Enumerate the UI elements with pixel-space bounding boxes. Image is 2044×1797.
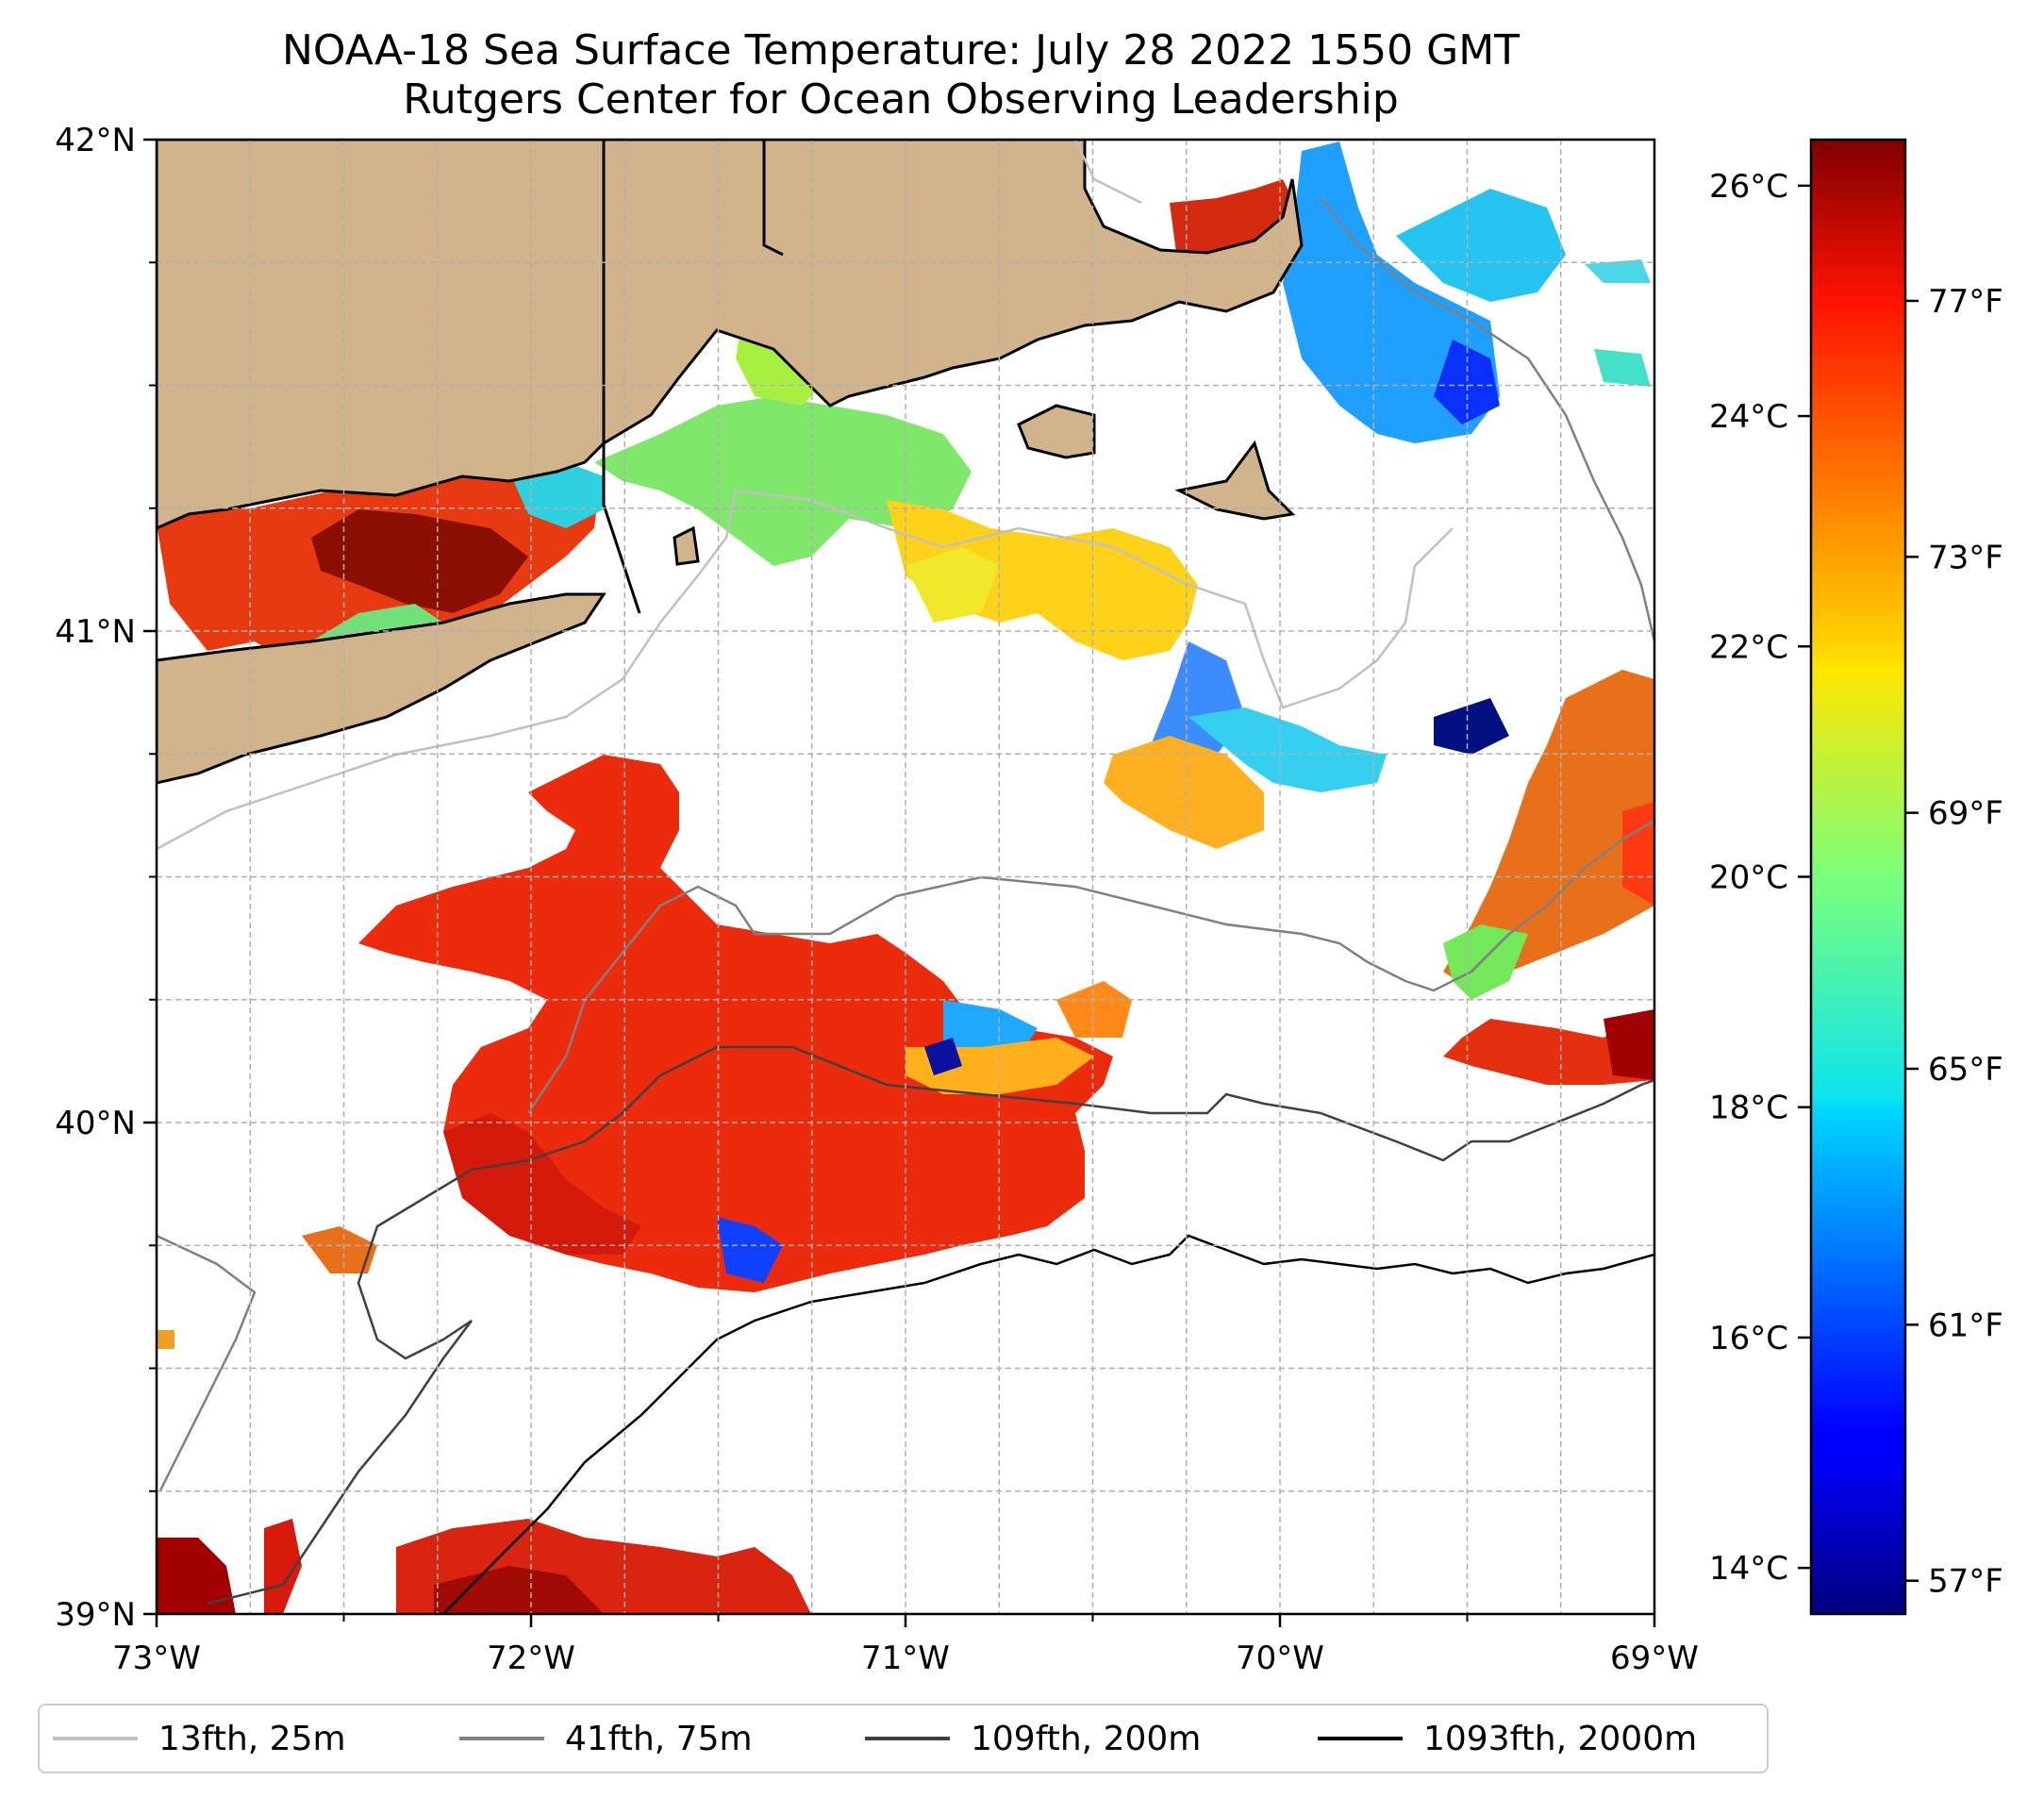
state-border (602, 140, 641, 614)
colorbar-fahrenheit-label: 69°F (1928, 795, 2003, 833)
sst-patch (311, 509, 528, 613)
x-tick-label: 71°W (861, 1639, 950, 1677)
map-subtitle: Rutgers Center for Ocean Observing Leade… (403, 75, 1399, 124)
land-block-island (673, 525, 700, 566)
contour-2000m (442, 1234, 1654, 1614)
sst-patch (264, 1519, 302, 1614)
sst-patch (717, 1217, 783, 1283)
sst-patch (1104, 736, 1264, 849)
x-tick-label: 69°W (1610, 1639, 1699, 1677)
sst-patch (302, 1226, 377, 1273)
sst-patch (443, 1113, 641, 1255)
bathymetry-legend: 13fth, 25m 41fth, 75m 109fth, 200m 1093fth,… (38, 1704, 1769, 1773)
contour-200m (207, 1045, 1654, 1606)
land-long-island (157, 592, 607, 785)
sst-patch (157, 1330, 174, 1349)
legend-line-swatch (459, 1737, 544, 1740)
sst-patch (924, 1038, 962, 1075)
bathymetry-layer (157, 140, 1654, 1614)
colorbar-celsius-label: 22°C (1709, 628, 1788, 666)
legend-label: 13fth, 25m (158, 1719, 346, 1758)
sst-map-figure: 73°W 72°W 71°W 70°W 69°W 42°N 41°N 40°N 39°N 14… (55, 122, 2003, 1677)
y-tick-label: 40°N (55, 1105, 136, 1142)
contour-75m (157, 1234, 257, 1491)
colorbar-celsius-label: 14°C (1709, 1550, 1788, 1588)
sst-patch (1443, 924, 1528, 1000)
sst-patch (157, 1538, 236, 1614)
colorbar-fahrenheit-label: 61°F (1928, 1306, 2003, 1344)
legend-label: 1093fth, 2000m (1423, 1719, 1698, 1758)
x-tick-label: 70°W (1236, 1639, 1324, 1677)
sst-patch (1604, 1009, 1654, 1080)
legend-item: 1093fth, 2000m (1318, 1705, 1697, 1772)
legend-line-swatch (1318, 1737, 1403, 1740)
y-tick-label: 39°N (55, 1596, 136, 1634)
sst-patch (1434, 698, 1509, 755)
sst-patch (1585, 259, 1651, 283)
legend-item: 41fth, 75m (459, 1705, 753, 1772)
land-mainland (157, 140, 1304, 530)
sst-patch (1396, 189, 1566, 302)
x-tick-label: 73°W (112, 1639, 201, 1677)
colorbar-celsius-label: 20°C (1709, 859, 1788, 897)
legend-label: 41fth, 75m (565, 1719, 753, 1758)
colorbar-celsius-label: 24°C (1709, 398, 1788, 436)
colorbar-celsius-label: 26°C (1709, 168, 1788, 206)
y-axis: 42°N 41°N 40°N 39°N (55, 122, 157, 1634)
colorbar-fahrenheit-label: 73°F (1928, 539, 2003, 576)
legend-line-swatch (53, 1737, 138, 1740)
legend-label: 109fth, 200m (971, 1719, 1202, 1758)
contour-75m (526, 819, 1654, 1114)
contour-25m (157, 489, 1454, 851)
y-tick-label: 41°N (55, 613, 136, 651)
x-tick-label: 72°W (487, 1639, 575, 1677)
colorbar-celsius-label: 18°C (1709, 1090, 1788, 1127)
colorbar-celsius-axis: 14°C 16°C 18°C 20°C 22°C 24°C 26°C (1709, 168, 1811, 1588)
sst-patch (1056, 981, 1132, 1038)
contour-25m (1073, 140, 1142, 205)
sst-patch (1443, 1009, 1654, 1085)
colorbar-fahrenheit-label: 65°F (1928, 1051, 2003, 1089)
colorbar-celsius-label: 16°C (1709, 1320, 1788, 1357)
colorbar-fahrenheit-label: 77°F (1928, 283, 2003, 321)
legend-item: 13fth, 25m (53, 1705, 346, 1772)
sst-patch (434, 1566, 604, 1614)
sst-patch (887, 500, 1198, 660)
legend-item: 109fth, 200m (865, 1705, 1201, 1772)
sst-patch (906, 547, 1000, 623)
map-title: NOAA-18 Sea Surface Temperature: July 28… (281, 26, 1521, 75)
colorbar (1809, 138, 1907, 1616)
colorbar-fahrenheit-label: 57°F (1928, 1563, 2003, 1601)
legend-line-swatch (865, 1737, 950, 1740)
sst-patch (1594, 349, 1651, 387)
state-border (762, 140, 784, 257)
sst-patch (1434, 340, 1500, 424)
land-layer (157, 140, 1304, 785)
x-axis: 73°W 72°W 71°W 70°W 69°W (112, 1614, 1699, 1677)
sst-patch (509, 462, 604, 528)
sst-patch (1188, 707, 1387, 792)
contour-75m (1320, 197, 1654, 642)
land-martha-vineyard (1017, 404, 1096, 459)
gridlines (157, 140, 1654, 1614)
colorbar-fahrenheit-axis: 57°F 61°F 65°F 69°F 73°F 77°F (1905, 283, 2003, 1601)
sst-patch (1443, 670, 1654, 990)
sst-patch (1622, 802, 1654, 906)
y-tick-label: 42°N (55, 122, 136, 159)
